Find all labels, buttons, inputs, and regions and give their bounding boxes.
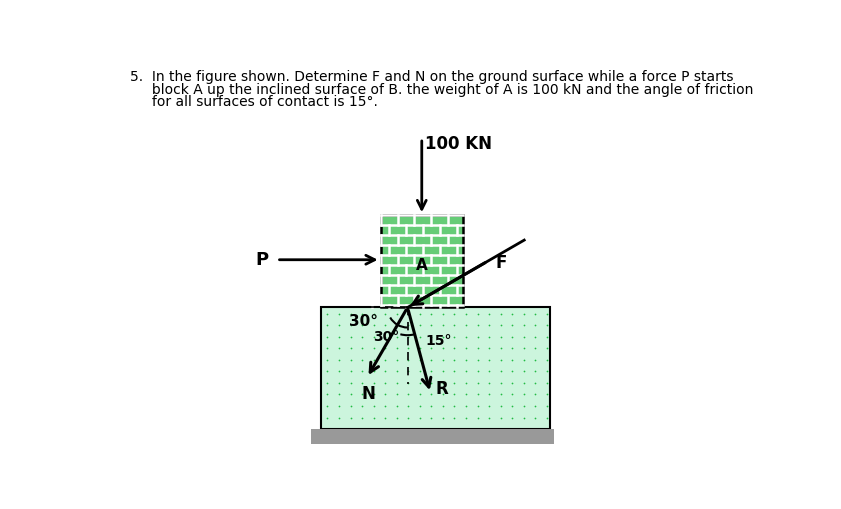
Bar [381, 215, 463, 307]
Text: 30°: 30° [373, 330, 399, 344]
Text: 100 KN: 100 KN [425, 135, 492, 153]
Text: P: P [256, 251, 269, 269]
Text: 5.  In the figure shown. Determine F and N on the ground surface while a force P: 5. In the figure shown. Determine F and … [130, 70, 734, 84]
Bar [321, 307, 550, 429]
Text: R: R [435, 380, 447, 398]
Text: 15°: 15° [425, 334, 452, 348]
Text: F: F [495, 254, 506, 272]
Text: block A up the inclined surface of B. the weight of A is 100 kN and the angle of: block A up the inclined surface of B. th… [130, 82, 754, 97]
Bar [311, 429, 554, 444]
Text: A: A [416, 258, 427, 273]
Text: 30°: 30° [349, 314, 378, 329]
Text: N: N [362, 385, 376, 403]
Text: for all surfaces of contact is 15°.: for all surfaces of contact is 15°. [130, 95, 378, 109]
